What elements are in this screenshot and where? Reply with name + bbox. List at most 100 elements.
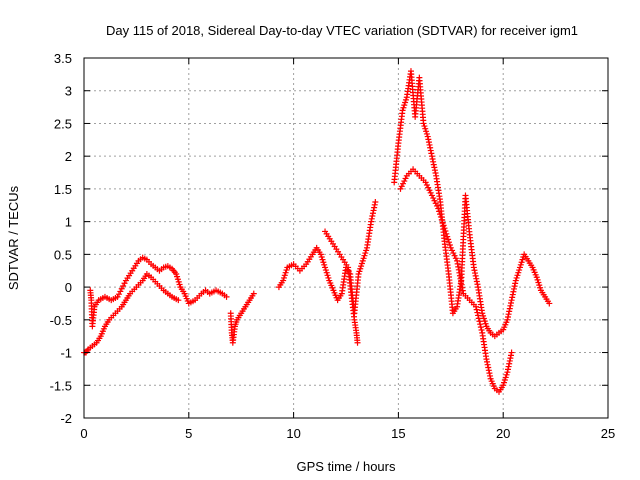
data-point <box>358 263 365 270</box>
data-point <box>355 271 362 277</box>
data-point <box>280 277 287 284</box>
grid <box>84 58 608 418</box>
data-point <box>372 199 379 205</box>
data-point <box>357 265 364 272</box>
data-point <box>501 379 508 386</box>
y-tick-label: 1.5 <box>54 182 72 197</box>
data-point <box>401 178 408 185</box>
data-point <box>174 276 181 283</box>
data-point <box>361 252 368 259</box>
y-tick-label: -0.5 <box>50 313 72 328</box>
axis-ticks: 0 5 10 15 20 25 -2 -1.5 -1 -0.5 0 0.5 1 1.5 2 2.5 3 3.5 <box>50 51 616 441</box>
data-point <box>354 339 361 346</box>
data-point <box>421 123 428 130</box>
y-tick-label: -2 <box>60 411 72 426</box>
data-point <box>452 255 459 262</box>
data-point <box>250 290 257 297</box>
data-point <box>423 128 430 135</box>
data-point <box>174 273 181 280</box>
data-point <box>423 130 430 137</box>
data-point <box>324 272 331 279</box>
data-point <box>502 374 509 381</box>
data-point <box>175 278 182 285</box>
data-point <box>479 310 486 317</box>
data-point <box>444 233 451 240</box>
series-track-b <box>87 254 230 330</box>
data-point <box>517 261 524 268</box>
data-point <box>435 205 442 212</box>
data-point <box>175 297 182 304</box>
data-point <box>480 312 487 319</box>
data-point <box>512 277 519 284</box>
data-point <box>516 264 523 271</box>
data-point <box>121 280 128 287</box>
x-tick-label: 25 <box>601 426 615 441</box>
series-track-g <box>397 166 515 395</box>
y-tick-label: 2.5 <box>54 116 72 131</box>
data-point <box>322 264 329 271</box>
data-point <box>442 227 449 234</box>
y-tick-label: 0.5 <box>54 247 72 262</box>
data-point <box>515 269 522 276</box>
data-point <box>281 272 288 279</box>
data-point <box>472 303 479 310</box>
y-tick-label: 2 <box>65 149 72 164</box>
data-point <box>537 284 544 291</box>
data-point <box>399 107 406 114</box>
data-point <box>446 239 453 246</box>
data-point <box>280 274 287 281</box>
data-point <box>477 321 484 328</box>
data-point <box>397 185 404 192</box>
data-point <box>398 183 405 190</box>
data-point <box>428 192 435 199</box>
y-axis-label: SDTVAR / TECUs <box>6 185 21 290</box>
data-point <box>320 259 327 266</box>
data-point <box>223 293 230 300</box>
data-point <box>402 99 409 106</box>
data-point <box>475 315 482 322</box>
data-point <box>117 288 124 295</box>
x-tick-label: 15 <box>391 426 405 441</box>
data-point <box>519 256 526 263</box>
data-point <box>475 312 482 319</box>
data-point <box>120 283 127 289</box>
data-point <box>400 180 407 187</box>
series-track-c <box>227 290 257 346</box>
data-point <box>500 382 507 389</box>
data-point <box>433 202 440 209</box>
data-point <box>363 247 370 254</box>
data-point <box>282 269 289 276</box>
data-point <box>426 187 433 194</box>
series-track-d <box>275 199 379 317</box>
data-point <box>478 327 485 333</box>
data-point <box>425 184 432 191</box>
data-point <box>482 320 489 327</box>
data-point <box>283 267 290 274</box>
data-point <box>439 219 446 226</box>
data-point <box>438 216 445 223</box>
data-point <box>427 189 434 196</box>
data-point <box>514 272 521 279</box>
data-point <box>440 222 447 229</box>
x-tick-label: 20 <box>496 426 510 441</box>
data-point <box>115 291 122 298</box>
data-point <box>422 179 429 186</box>
data-point <box>402 175 409 182</box>
data-point <box>432 200 439 207</box>
data-point <box>118 285 125 292</box>
chart-title: Day 115 of 2018, Sidereal Day-to-day VTE… <box>106 23 578 38</box>
data-point <box>322 267 329 274</box>
data-point <box>362 250 369 257</box>
data-point <box>358 260 365 267</box>
data-point <box>513 274 520 281</box>
data-point <box>323 269 330 276</box>
plot-frame <box>83 57 609 419</box>
data-point <box>443 230 450 237</box>
data-point <box>450 250 457 257</box>
data-point <box>420 120 427 127</box>
x-tick-label: 0 <box>80 426 87 441</box>
data-point <box>400 104 407 111</box>
data-point <box>516 267 523 274</box>
y-tick-label: 3.5 <box>54 51 72 66</box>
data-point <box>356 268 363 275</box>
